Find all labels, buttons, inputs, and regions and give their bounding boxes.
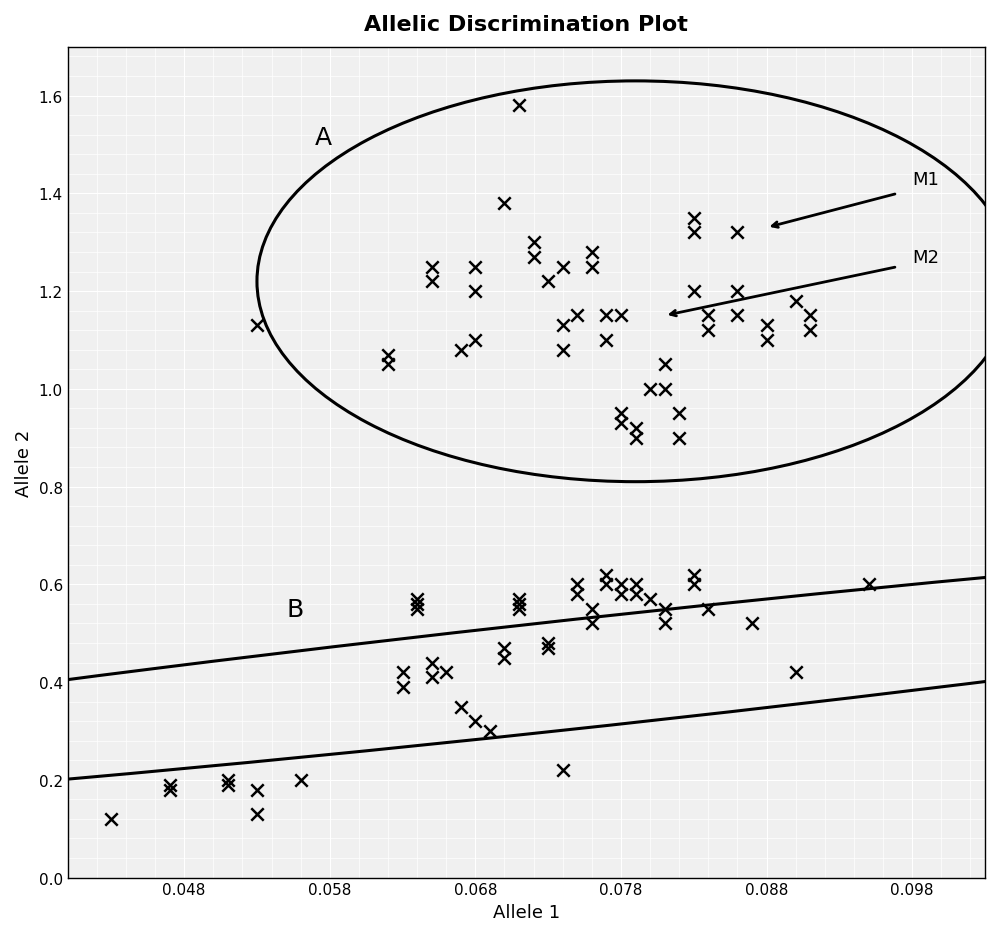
Point [700,309,716,324]
Point [424,670,440,685]
Point [861,578,877,592]
Point [788,665,804,680]
Point [686,211,702,226]
X-axis label: Allele 1: Allele 1 [493,903,560,921]
Point [598,309,614,324]
Point [584,602,600,617]
Point [584,245,600,260]
Point [162,782,178,797]
Point [686,567,702,582]
Point [220,778,236,793]
Point [613,587,629,602]
Point [628,421,644,436]
Point [657,616,673,631]
Point [759,333,775,348]
Point [511,592,527,607]
Point [555,318,571,333]
Point [802,309,818,324]
Point [729,226,745,241]
Point [657,382,673,397]
Point [249,782,265,797]
Point [496,651,512,665]
Point [482,724,498,739]
Point [496,197,512,212]
Point [511,602,527,617]
Point [628,578,644,592]
Point [293,772,309,787]
Point [686,226,702,241]
Text: M2: M2 [912,249,939,267]
Point [584,260,600,275]
Point [467,714,483,729]
Point [729,309,745,324]
Point [249,807,265,822]
Point [220,772,236,787]
Point [540,636,556,651]
Point [162,778,178,793]
Point [802,323,818,338]
Point [628,431,644,446]
Point [759,318,775,333]
Point [540,274,556,289]
Point [729,285,745,300]
Point [671,406,687,421]
Point [511,98,527,113]
Point [409,602,425,617]
Point [569,309,585,324]
Point [569,587,585,602]
Point [598,578,614,592]
Point [467,333,483,348]
Point [453,699,469,714]
Point [438,665,454,680]
Point [700,602,716,617]
Point [671,431,687,446]
Text: B: B [286,597,303,622]
Point [380,358,396,373]
Point [642,592,658,607]
Point [598,567,614,582]
Text: M1: M1 [912,170,939,188]
Point [453,343,469,358]
Point [613,309,629,324]
Point [496,640,512,655]
Point [642,382,658,397]
Point [395,680,411,695]
Point [467,260,483,275]
Point [598,333,614,348]
Point [409,592,425,607]
Point [511,597,527,612]
Point [569,578,585,592]
Point [555,343,571,358]
Point [424,655,440,670]
Point [700,323,716,338]
Point [788,294,804,309]
Point [424,260,440,275]
Point [686,285,702,300]
Point [628,587,644,602]
Point [467,285,483,300]
Point [526,250,542,265]
Point [380,348,396,363]
Point [555,260,571,275]
Point [657,358,673,373]
Point [744,616,760,631]
Point [657,602,673,617]
Text: A: A [315,126,332,151]
Point [424,274,440,289]
Point [555,763,571,778]
Point [409,597,425,612]
Point [526,236,542,251]
Title: Allelic Discrimination Plot: Allelic Discrimination Plot [364,15,688,35]
Point [395,665,411,680]
Point [686,578,702,592]
Point [613,417,629,431]
Point [103,812,119,826]
Point [540,640,556,655]
Point [249,318,265,333]
Point [584,616,600,631]
Point [613,406,629,421]
Point [613,578,629,592]
Y-axis label: Allele 2: Allele 2 [15,429,33,496]
